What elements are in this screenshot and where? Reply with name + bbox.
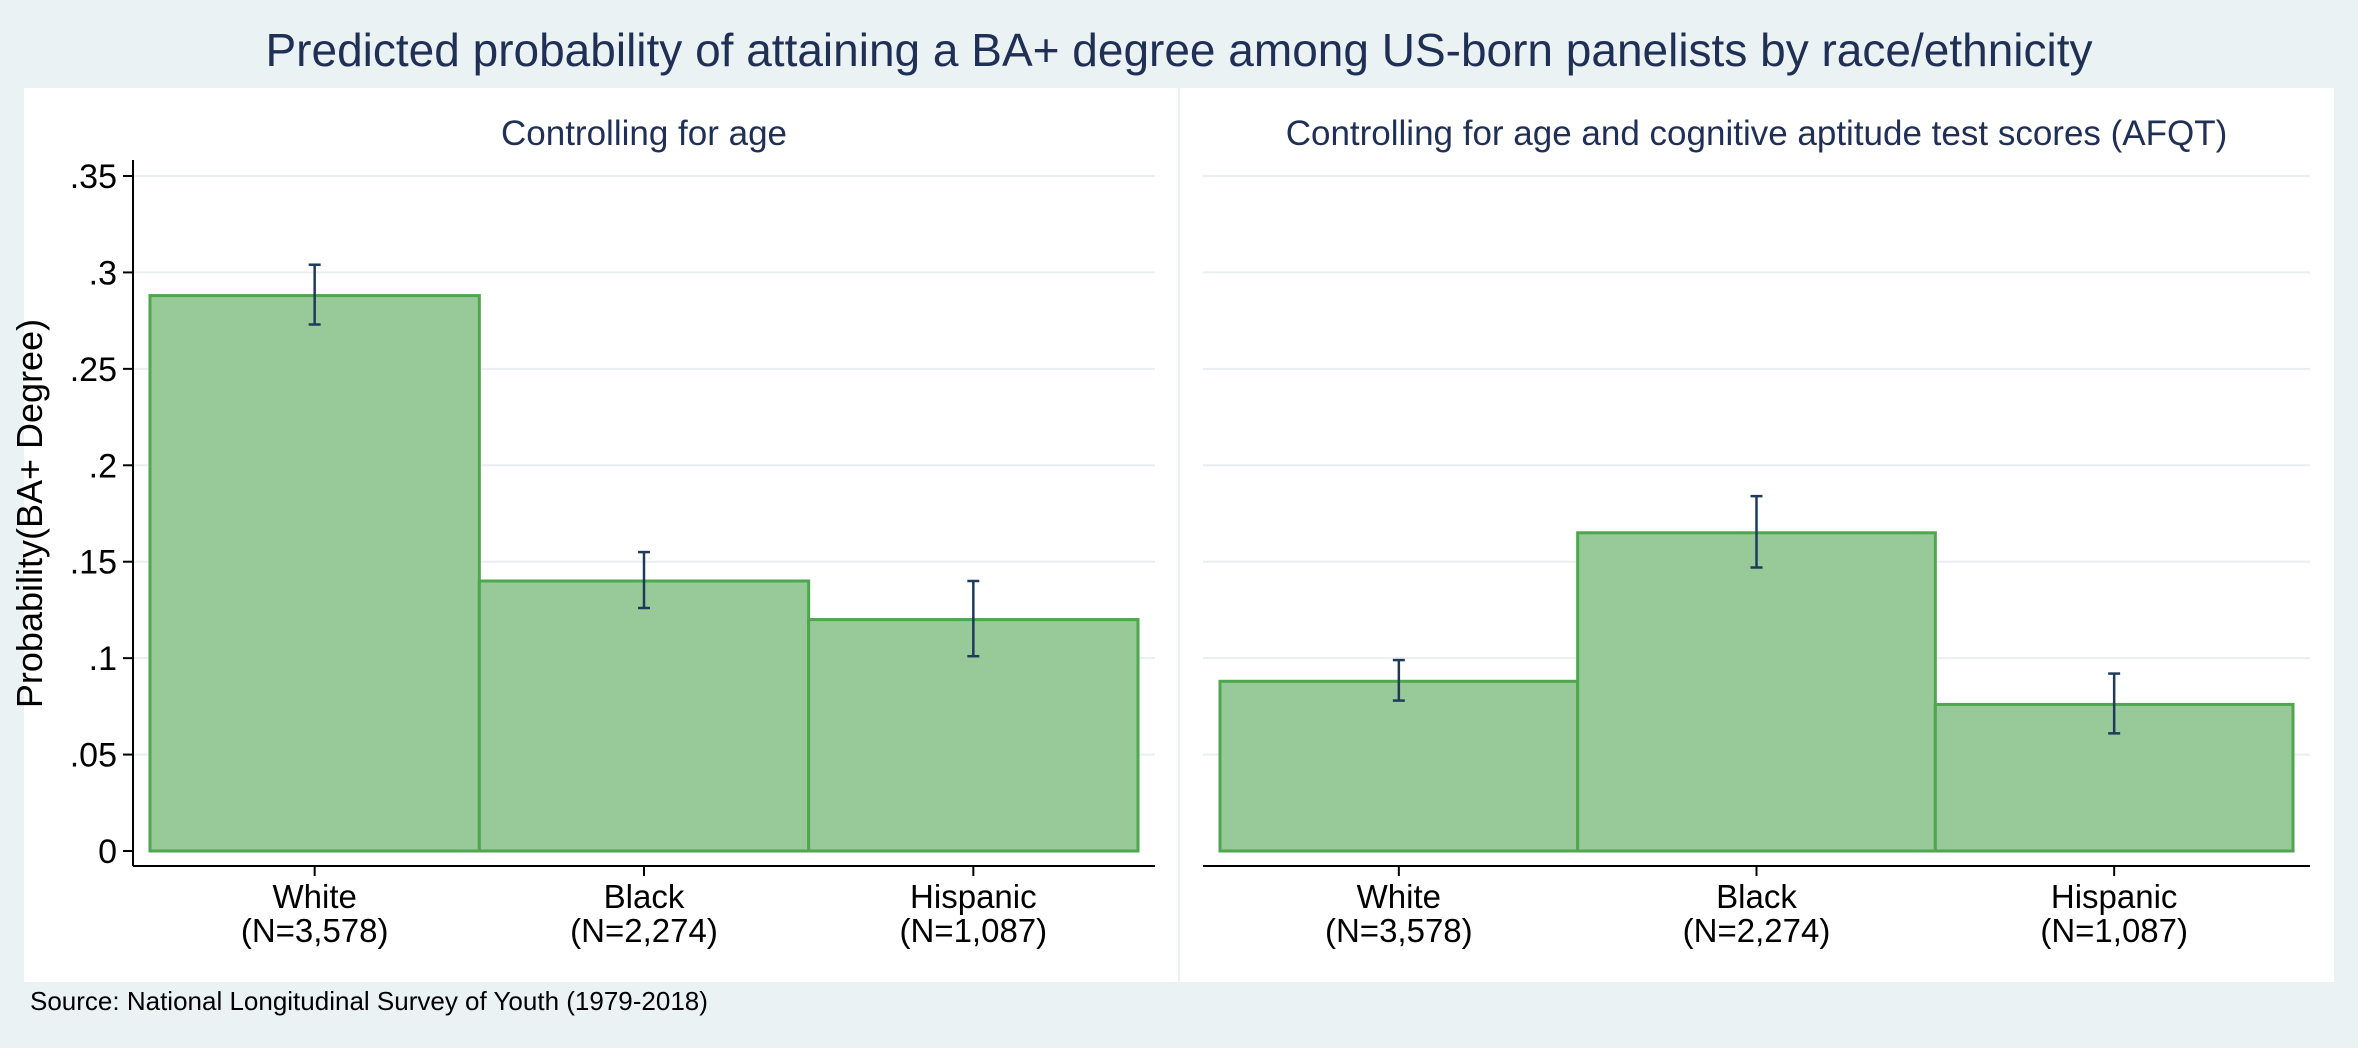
x-tick-count-label: (N=2,274) [1683,912,1831,949]
y-tick-label: .35 [70,158,117,196]
figure-title: Predicted probability of attaining a BA+… [266,24,2093,76]
bar-black [1576,531,1937,853]
x-tick-label: Hispanic [2051,878,2178,915]
x-tick-label: White [272,878,356,915]
x-tick-label: Hispanic [910,878,1037,915]
bar-white [148,294,481,853]
x-tick-label: White [1357,878,1441,915]
y-tick-label: .2 [89,447,117,485]
x-tick-count-label: (N=2,274) [570,912,718,949]
x-tick-count-label: (N=1,087) [2040,912,2188,949]
y-tick-label: .1 [89,640,117,678]
x-tick-count-label: (N=3,578) [241,912,389,949]
panels-group: Controlling for age 0 .05 .1 .15 .2 .25 .3 .35 Pr… [9,88,2334,982]
y-tick-label: .15 [70,544,117,582]
source-note: Source: National Longitudinal Survey of … [30,986,708,1016]
y-tick-label: .3 [89,254,117,292]
panel-title: Controlling for age and cognitive aptitu… [1286,114,2228,153]
panel-title: Controlling for age [501,114,787,153]
y-tick-label: .05 [70,737,117,775]
y-tick-label: 0 [98,833,117,871]
x-tick-label: Black [1716,878,1797,915]
x-tick-count-label: (N=1,087) [899,912,1047,949]
x-tick-count-label: (N=3,578) [1325,912,1473,949]
y-axis-label: Probability(BA+ Degree) [9,319,50,708]
x-tick-label: Black [604,878,685,915]
bar-white [1218,679,1580,853]
y-tick-label: .25 [70,351,117,389]
bar-black [477,579,811,853]
bar-hispanic [807,618,1140,853]
